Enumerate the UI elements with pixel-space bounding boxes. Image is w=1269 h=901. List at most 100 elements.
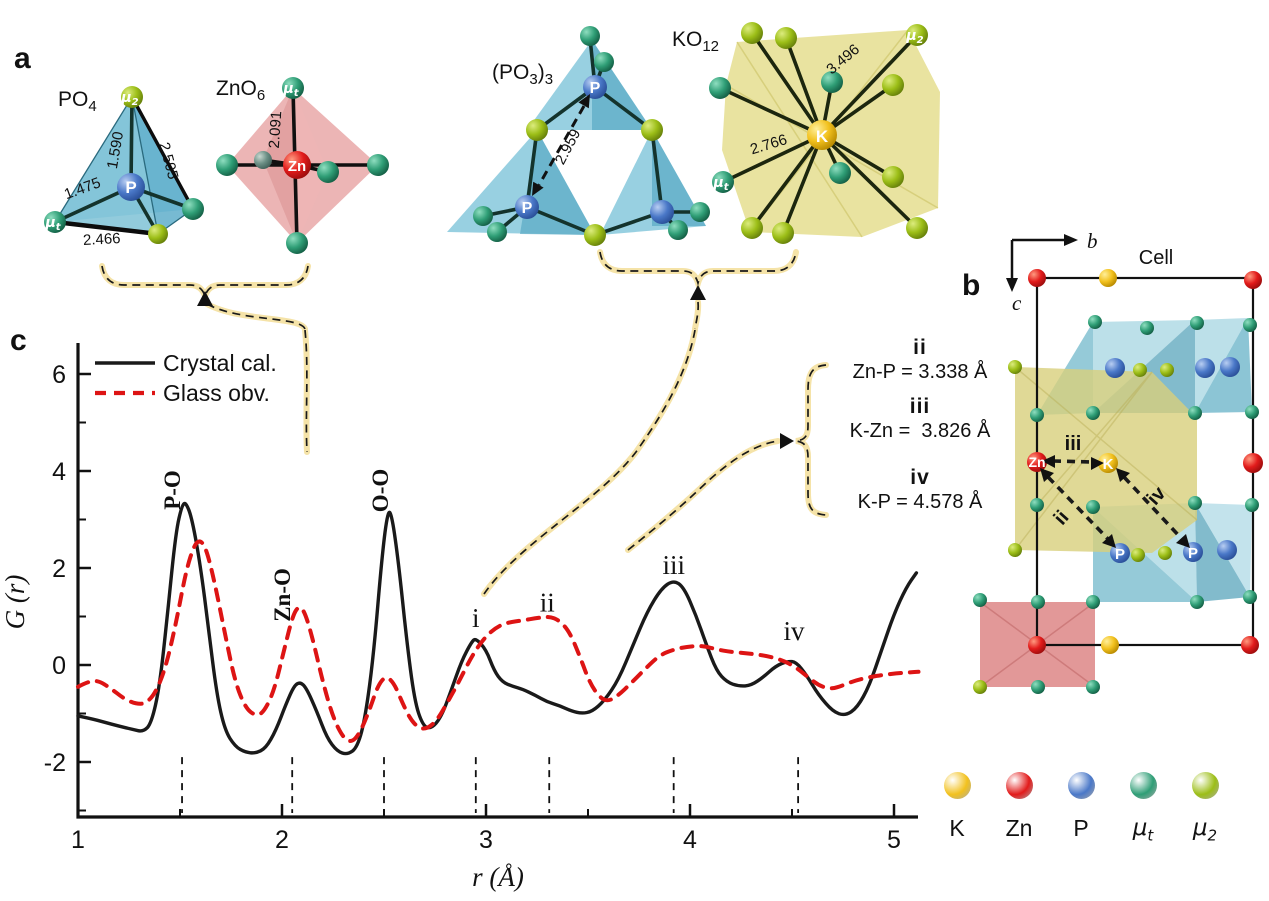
bond-line <box>130 95 195 211</box>
iv-distance-arrow <box>1122 475 1184 541</box>
atom-sphere <box>650 200 674 224</box>
atom-sphere <box>1243 318 1257 332</box>
atom-sphere <box>1160 363 1174 377</box>
atom-sphere <box>906 24 928 46</box>
atom-sphere <box>1190 595 1204 609</box>
p-atom-tag: P <box>1115 546 1125 563</box>
bond-line <box>481 36 702 237</box>
atom-sphere <box>1008 543 1022 557</box>
atom-sphere <box>775 27 797 49</box>
atom-sphere <box>1140 321 1154 335</box>
zn-atom-icon <box>1005 772 1033 799</box>
atom-sphere <box>882 74 904 96</box>
atom-sphere <box>283 151 311 179</box>
b-axis-label: b <box>1087 229 1098 253</box>
zno6-bond-2091: 2.091 <box>266 110 286 149</box>
y-tick-label: -2 <box>44 749 66 777</box>
arrowhead-icon <box>532 181 544 196</box>
group1-leader <box>206 303 306 330</box>
arrowhead-icon <box>1102 534 1116 548</box>
legend-crystal-label: Crystal cal. <box>163 350 277 376</box>
p-atom-tag: P <box>1188 545 1198 562</box>
peak-label: iv <box>783 616 805 646</box>
arrowhead-icon <box>1064 234 1078 246</box>
chart-series <box>76 501 921 756</box>
atom-sphere <box>1101 636 1119 654</box>
group2-leader <box>694 301 700 330</box>
arrowhead-icon <box>1006 278 1018 292</box>
arrowhead-icon <box>690 285 706 300</box>
brace-glow <box>597 249 799 294</box>
chart-axes: 1 2 3 4 5 -2 0 2 4 6 <box>44 343 918 854</box>
panel-a-annotations <box>99 94 799 330</box>
atom-sphere <box>1195 358 1215 378</box>
legend-item-mu2: μ2 <box>1174 772 1236 846</box>
atom-sphere <box>1243 590 1257 604</box>
x-tick-label: 5 <box>887 826 901 854</box>
po33-p-left-tag: P <box>522 200 533 217</box>
legend-glass-label: Glass obv. <box>163 380 270 406</box>
arrowhead-icon <box>1091 457 1104 470</box>
atom-species-legend: K Zn P μt μ2 <box>926 772 1236 846</box>
legend-item-zn: Zn <box>988 772 1050 846</box>
atom-sphere <box>121 86 143 108</box>
cell-title: Cell <box>1139 247 1173 269</box>
annotation-value: Zn-P = 3.338 Å <box>852 361 988 383</box>
atom-sphere <box>741 22 763 44</box>
p-legend-label: P <box>1073 815 1089 841</box>
atom-sphere <box>807 120 837 150</box>
chart-legend: Crystal cal. Glass obv. <box>95 350 277 406</box>
group2-leader-tail <box>483 330 696 595</box>
atom-sphere <box>317 161 339 183</box>
atom-sphere <box>583 75 607 99</box>
atom-sphere <box>526 119 548 141</box>
atom-sphere <box>1188 406 1202 420</box>
atom-sphere <box>1105 358 1125 378</box>
zno6-zn-tag: Zn <box>288 158 306 175</box>
y-tick-label: 0 <box>52 652 66 680</box>
chart-leaders <box>302 330 829 597</box>
atom-sphere <box>1158 546 1172 560</box>
atom-sphere <box>1031 680 1045 694</box>
po4-face <box>132 97 193 234</box>
atom-sphere <box>1027 452 1047 472</box>
atom-sphere <box>584 224 606 246</box>
atom-sphere <box>1008 360 1022 374</box>
atom-sphere <box>1245 498 1259 512</box>
mu2-atom-icon <box>1191 772 1219 799</box>
atom-sphere <box>1217 540 1237 560</box>
annotation-numeral: iv <box>910 466 930 489</box>
c-axis-label: c <box>1012 291 1022 315</box>
atom-sphere <box>1241 636 1259 654</box>
legend-item-k: K <box>926 772 988 846</box>
zno6-mut-tag: μt <box>282 81 299 99</box>
mut-legend-label: μt <box>1132 815 1154 845</box>
annotation-ii: ii Zn-P = 3.338 Å <box>822 336 1018 385</box>
pp-distance-arrow <box>537 105 586 186</box>
atom-sphere <box>712 171 734 193</box>
k-atom-icon <box>943 772 971 799</box>
atom-sphere <box>117 173 145 201</box>
panel-a-structures: a PO4 ZnO6 (PO3)3 KO12 1.590 2.505 1.475… <box>14 22 940 330</box>
atom-sphere <box>1188 496 1202 510</box>
peak-label: ii <box>540 588 555 618</box>
panel-c-label: c <box>10 324 27 357</box>
atom-sphere <box>1086 406 1100 420</box>
atom-sphere <box>1244 271 1262 289</box>
k-atom-tag: K <box>1103 456 1114 473</box>
po4-bond-2466: 2.466 <box>83 230 121 249</box>
po33-bond-2959: 2.959 <box>552 126 585 167</box>
atom-sphere <box>1088 315 1102 329</box>
atom-sphere <box>580 26 600 46</box>
annotation-numeral: ii <box>913 336 927 359</box>
ko12-mu2-tag: μ2 <box>905 28 923 46</box>
panel-b-cell: b Cell b c Zn K P P iii ii iv <box>962 229 1263 694</box>
drop-lines <box>181 757 800 813</box>
iii-arrow-label: iii <box>1065 433 1082 455</box>
ko12-k-tag: K <box>816 127 829 146</box>
atom-sphere <box>1030 408 1044 422</box>
zn-atom-tag: Zn <box>1028 454 1045 470</box>
annotation-iii: iii K-Zn = 3.826 Å <box>822 395 1018 444</box>
atom-sphere <box>1028 269 1046 287</box>
